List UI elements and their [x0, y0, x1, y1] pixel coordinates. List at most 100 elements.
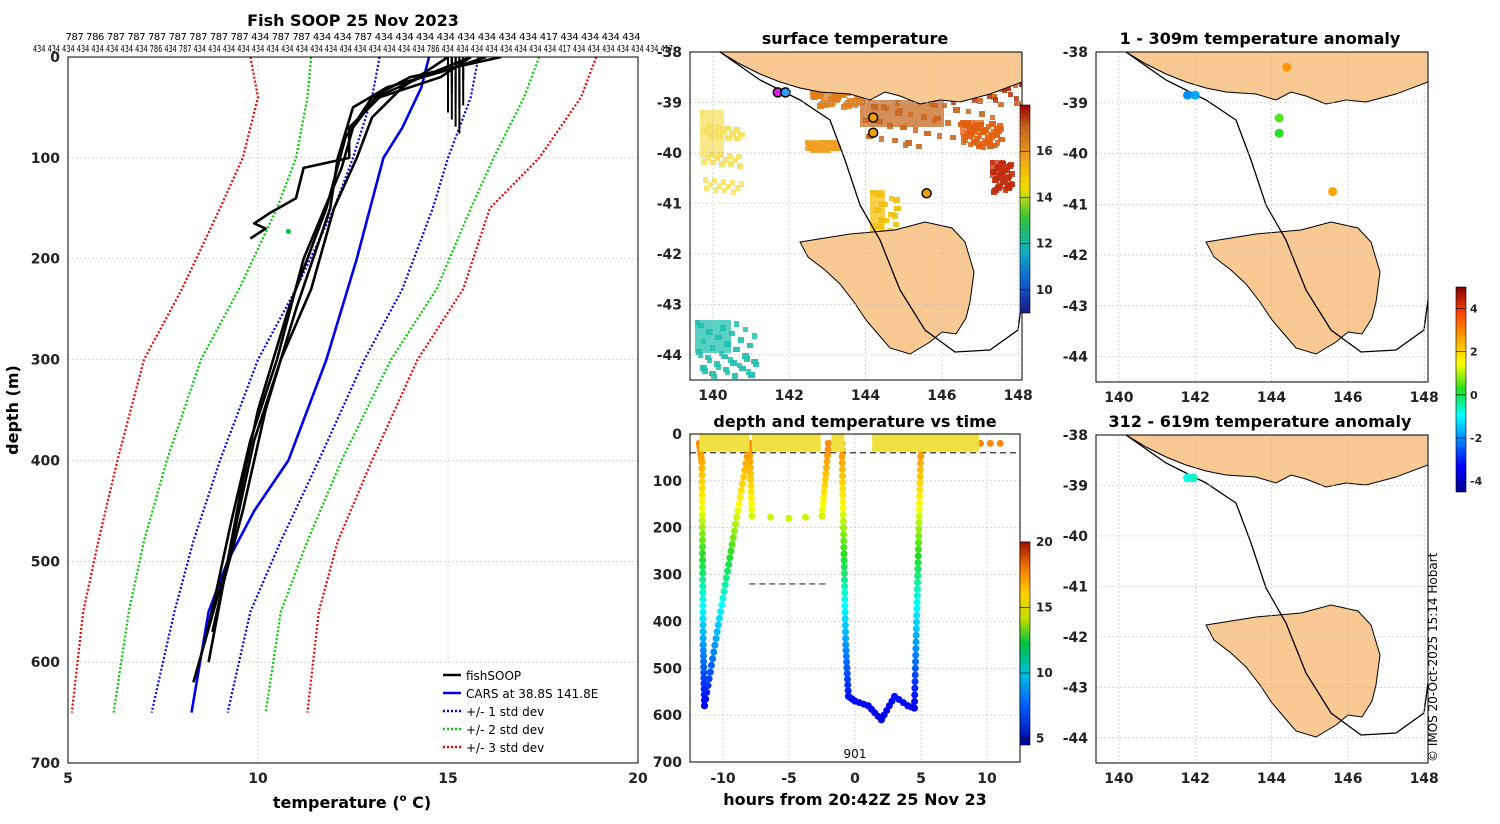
- profile-series-line: [192, 57, 502, 683]
- ts-point: [843, 664, 851, 672]
- sst-pixel: [713, 187, 718, 193]
- ts-point: [841, 602, 849, 610]
- ts-point: [730, 527, 738, 535]
- ts-point: [698, 484, 706, 492]
- sst-pixel: [698, 352, 703, 358]
- ts-surface-band: [699, 434, 750, 452]
- ts-point: [698, 491, 706, 499]
- ts-point: [838, 472, 846, 480]
- map-y-tick: -39: [1063, 96, 1088, 112]
- ts-point: [841, 608, 849, 616]
- profile-y-tick: 200: [31, 252, 60, 268]
- profile-title: Fish SOOP 25 Nov 2023: [247, 11, 459, 30]
- ts-point: [917, 453, 925, 461]
- sst-pixel: [712, 178, 717, 183]
- ts-point: [718, 601, 726, 609]
- sst-profile-dot: [867, 112, 879, 123]
- sst-pixel: [705, 355, 711, 360]
- sst-pixel: [805, 146, 810, 151]
- sst-pixel: [879, 136, 884, 142]
- sst-pixel: [719, 161, 725, 167]
- ts-point: [911, 684, 919, 692]
- a1-frame: [1095, 51, 1429, 383]
- sst-pixel: [989, 121, 996, 127]
- ts-point: [699, 615, 707, 623]
- sst-pixel: [977, 98, 983, 104]
- ts-point: [824, 445, 832, 453]
- sst-pixel: [903, 142, 908, 148]
- ts-point: [699, 549, 707, 557]
- sst-pixel: [937, 133, 942, 139]
- sst-pixel: [717, 183, 722, 189]
- ts-point: [839, 491, 847, 499]
- anomaly-point: [1328, 187, 1338, 197]
- ts-point: [913, 585, 921, 593]
- sst-pixel: [993, 187, 998, 193]
- ts-point: [841, 589, 849, 597]
- map-y-tick: -40: [1063, 529, 1089, 545]
- ts-point: [911, 691, 919, 699]
- sst-pixel: [826, 145, 831, 151]
- ts-point: [747, 482, 755, 490]
- ts-surface-band: [831, 434, 845, 452]
- ts-point: [709, 655, 717, 663]
- ts-point: [822, 470, 830, 478]
- sst-pixel: [882, 218, 889, 223]
- ts-point: [699, 608, 707, 616]
- sst-colorbar-ticks: 10 12 14 16: [1020, 144, 1053, 297]
- sst-pixel: [707, 358, 712, 363]
- ts-point: [842, 647, 850, 655]
- profile-lines: [70, 57, 598, 713]
- profile-x-tick: 20: [628, 771, 648, 787]
- profile-y-tick: 300: [31, 353, 60, 369]
- legend-3-std: +/- 3 std dev: [466, 741, 544, 755]
- ts-point: [746, 464, 754, 472]
- sst-pixel: [824, 141, 830, 147]
- ts-point: [767, 513, 775, 521]
- ts-point: [911, 671, 919, 679]
- sst-pixel: [748, 372, 755, 378]
- sst-pixel: [842, 93, 847, 98]
- sst-pixel: [734, 321, 739, 327]
- sst-pixel: [716, 364, 721, 370]
- anomaly-cb-tick: 2: [1470, 346, 1478, 359]
- sst-pixel: [738, 132, 745, 137]
- ts-point: [710, 648, 718, 656]
- ts-point: [821, 482, 829, 490]
- ts-point: [722, 574, 730, 582]
- ts-point: [732, 520, 740, 528]
- ts-point: [705, 675, 713, 683]
- ts-point: [912, 625, 920, 633]
- ts-point: [737, 486, 745, 494]
- sst-pixel: [953, 107, 960, 113]
- ts-x-tick: -5: [781, 771, 797, 787]
- ts-point: [844, 687, 852, 695]
- profile-series-line: [190, 57, 431, 713]
- profile-series-line: [203, 57, 472, 643]
- sst-pixel: [994, 176, 1001, 181]
- ts-point: [820, 488, 828, 496]
- ts-point: [915, 519, 923, 527]
- map-y-tick: -42: [1063, 248, 1088, 264]
- ts-surface-band: [872, 434, 980, 452]
- ts-point: [913, 598, 921, 606]
- ts-point: [707, 661, 715, 669]
- map-x-tick: 142: [1181, 390, 1210, 406]
- map-x-tick: 146: [1333, 771, 1362, 787]
- sst-pixel-block: [990, 160, 1002, 178]
- ts-point: [699, 556, 707, 564]
- sst-pixel: [1000, 160, 1005, 165]
- sst-pixel: [971, 139, 978, 145]
- sst-pixel: [998, 102, 1004, 107]
- ts-point: [733, 513, 741, 521]
- sst-pixel: [752, 333, 757, 339]
- profile-y-label: depth (m): [3, 365, 22, 455]
- ts-x-label: hours from 20:42Z 25 Nov 23: [723, 790, 986, 809]
- sst-pixel: [818, 147, 824, 153]
- anomaly-point: [1274, 113, 1284, 123]
- sst-pixel: [924, 131, 931, 136]
- sst-shelf-contour: [719, 52, 1022, 353]
- profile-panel: Fish SOOP 25 Nov 2023 787 786 787 787 78…: [3, 11, 673, 812]
- ts-point: [819, 506, 827, 514]
